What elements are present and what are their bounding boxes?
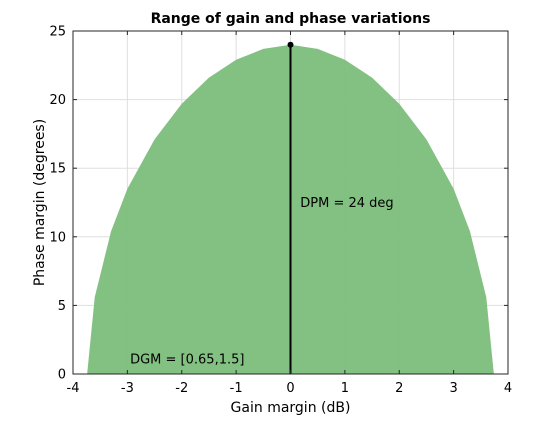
tick-labels: -4 -3 -2 -1 0 1 2 3 4 0 5 10 15 20 25 [49,25,512,397]
x-tick-label: -4 [67,381,80,396]
annotation-label: DPM = 24 deg [300,196,393,211]
x-tick-label: 4 [504,381,512,396]
x-axis-title: Gain margin (dB) [231,400,351,416]
annotation-label: DGM = [0.65,1.5] [130,352,244,367]
annotations: DPM = 24 deg DGM = [0.65,1.5] [130,196,394,367]
peak-marker [287,41,294,48]
x-tick-label: 1 [341,381,349,396]
x-tick-label: 0 [286,381,294,396]
y-tick-label: 20 [49,93,66,108]
y-axis-title: Phase margin (degrees) [32,119,48,286]
axes-frame [72,30,509,375]
chart-title: Range of gain and phase variations [151,11,431,27]
x-tick-label: 2 [395,381,403,396]
x-tick-label: -3 [121,381,134,396]
y-tick-label: 5 [58,299,66,314]
y-tick-label: 25 [49,25,66,40]
y-tick-label: 15 [49,162,66,177]
y-tick-label: 0 [58,368,66,383]
x-tick-label: 3 [449,381,457,396]
y-tick-label: 10 [49,230,66,245]
x-tick-label: -1 [230,381,243,396]
x-tick-label: -2 [175,381,188,396]
area-layer [87,41,494,374]
